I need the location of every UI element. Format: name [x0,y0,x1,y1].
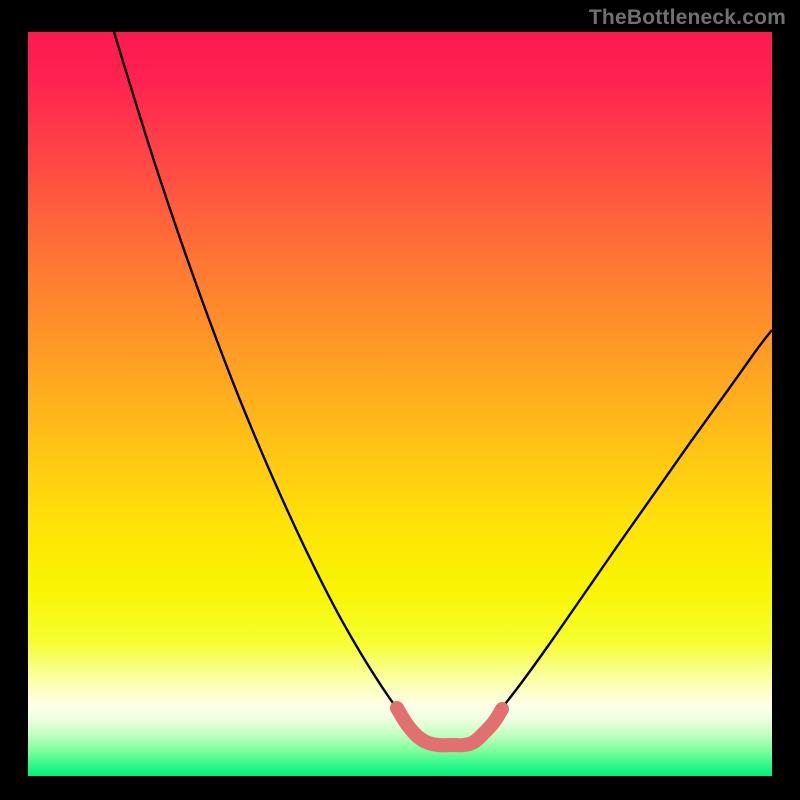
chart-container: TheBottleneck.com [0,0,800,800]
bottom-marker [397,708,502,745]
curves-overlay [28,32,772,776]
watermark-text: TheBottleneck.com [589,6,786,30]
curve-right [479,330,772,737]
plot-area [28,32,772,776]
curve-left [114,32,420,737]
